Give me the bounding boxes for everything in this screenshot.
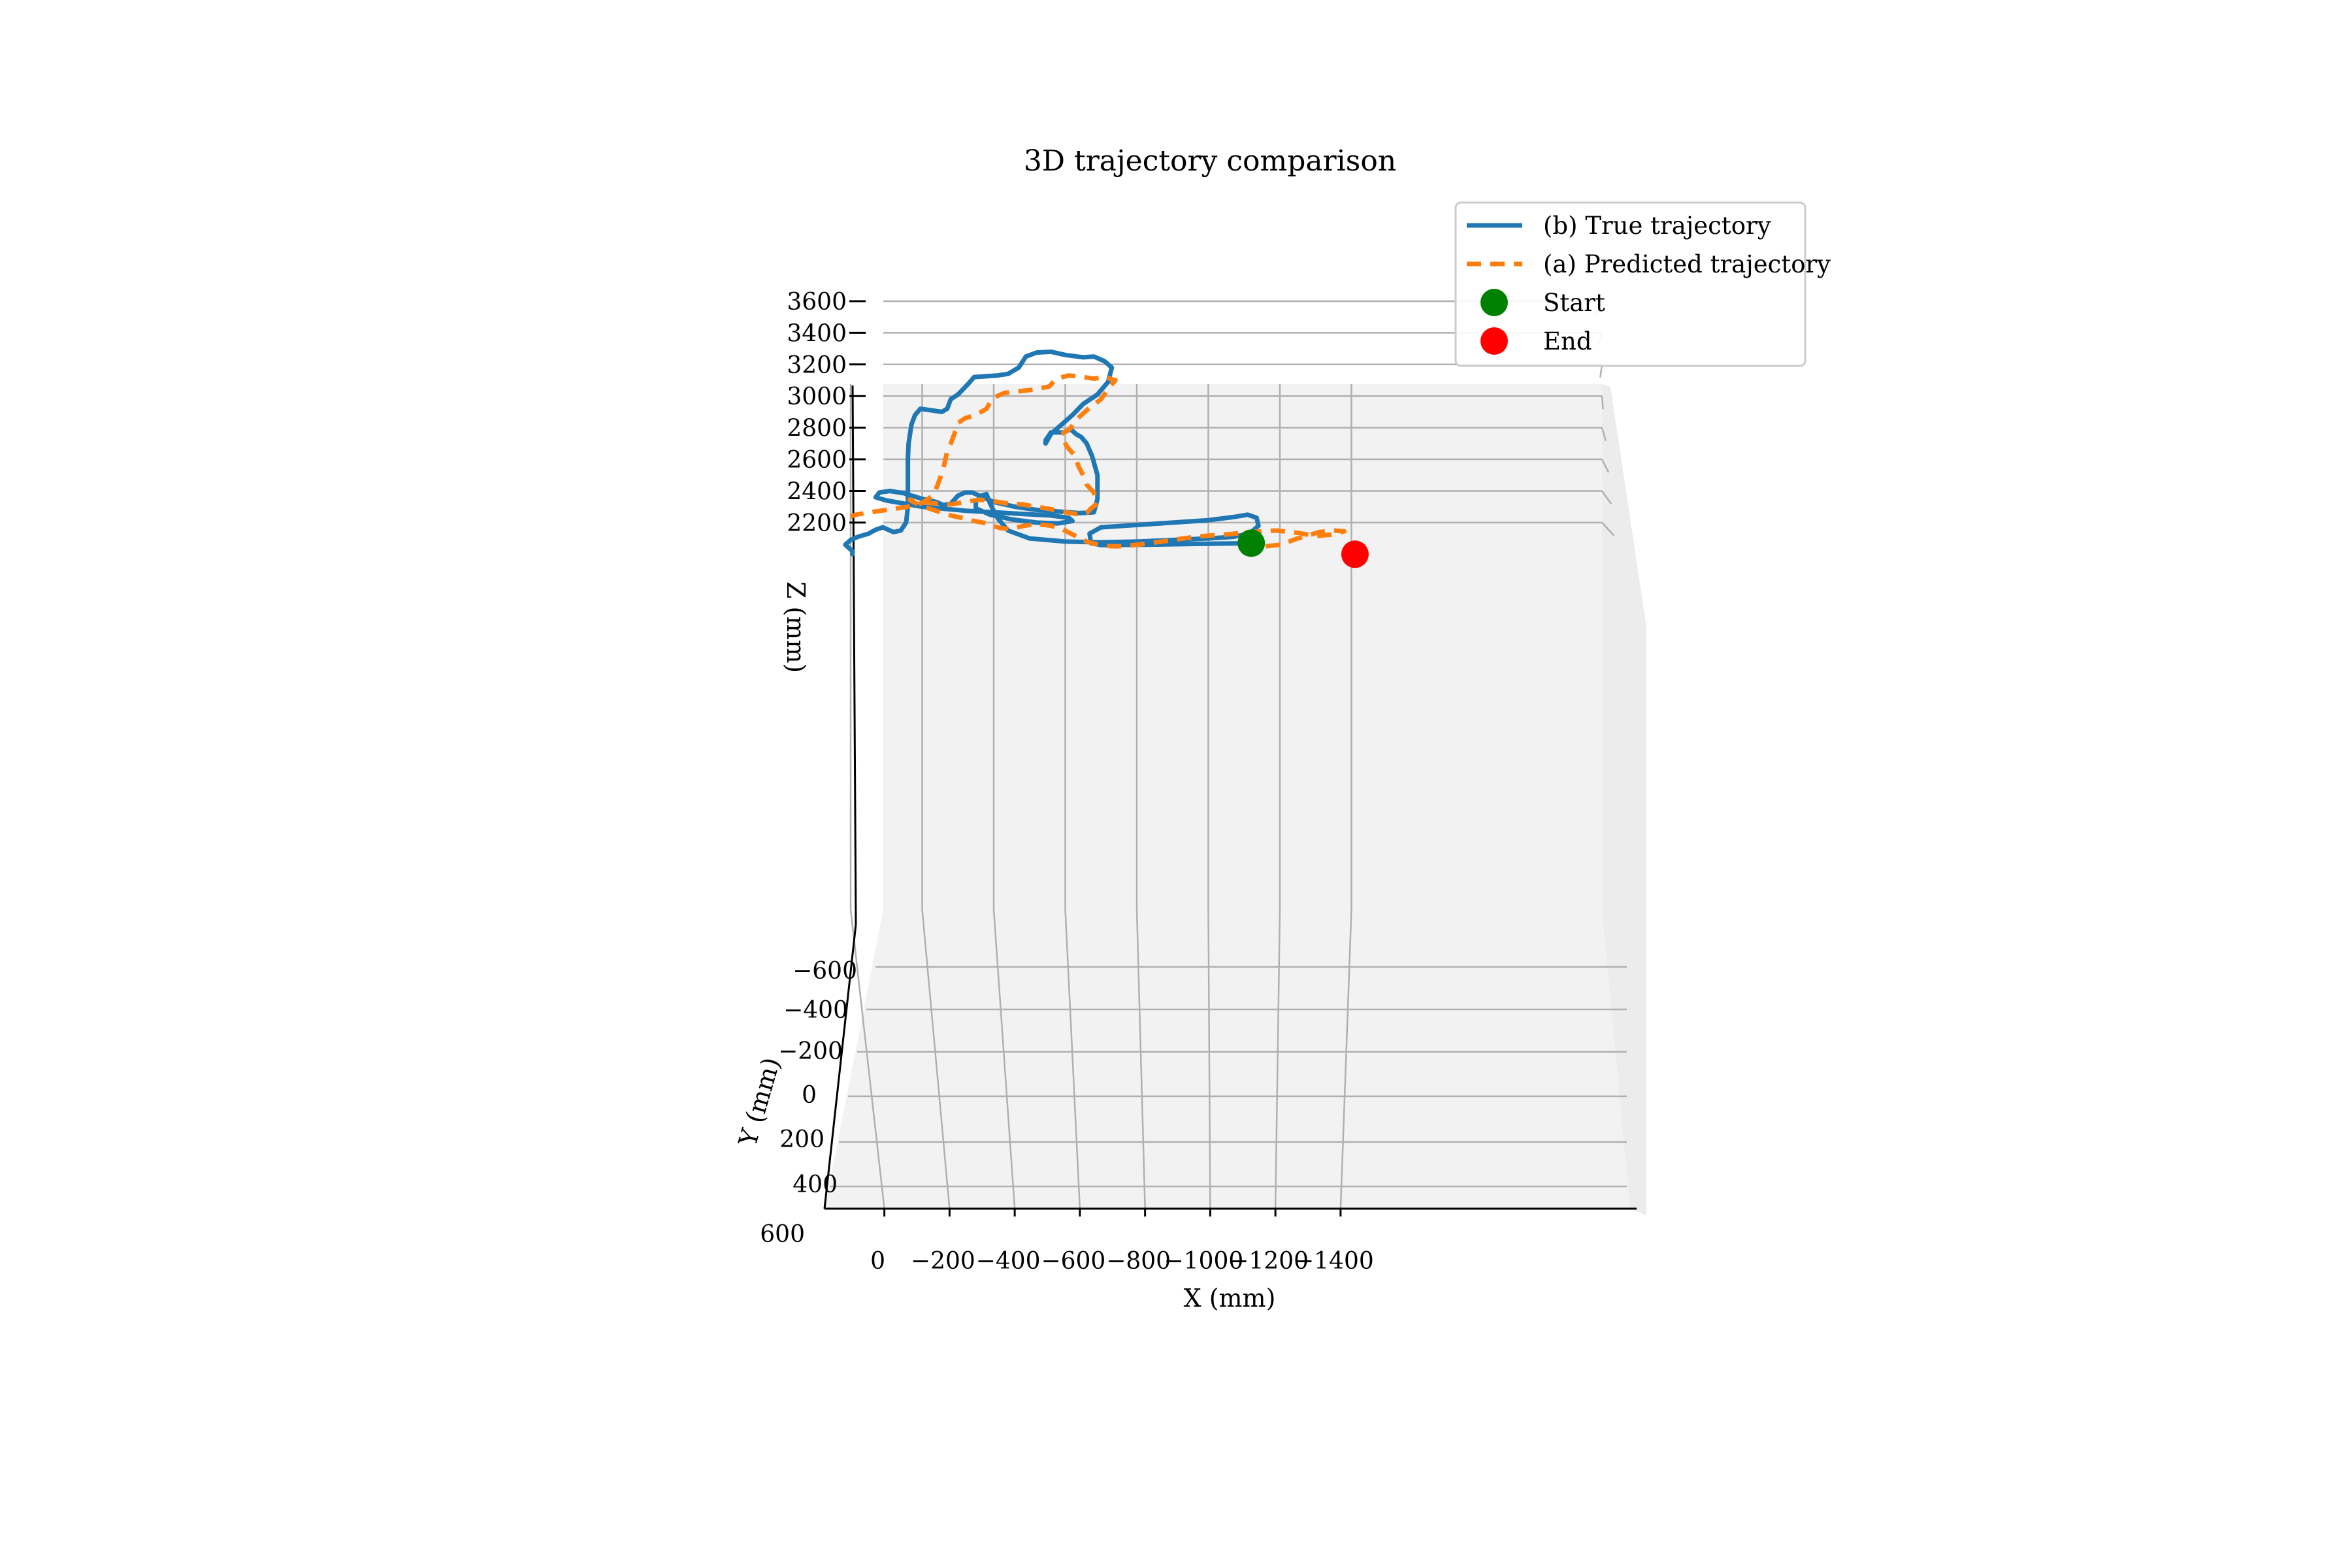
grid-z-side	[1601, 522, 1615, 536]
legend-label: Start	[1543, 289, 1605, 317]
z-tick-label: 3000	[787, 384, 847, 410]
y-tick-label: 0	[802, 1082, 817, 1109]
start-end-markers	[1237, 529, 1369, 568]
z-tick-label: 2600	[787, 447, 847, 474]
grid-x-floor	[992, 909, 1016, 1209]
x-tick-label: −400	[976, 1248, 1041, 1275]
grid-z-side	[1601, 396, 1604, 410]
side-pane	[1602, 384, 1646, 1215]
x-tick-label: −200	[911, 1248, 975, 1275]
x-tick-label: 0	[870, 1248, 885, 1275]
grid-x-floor	[1064, 909, 1081, 1209]
legend-frame	[1454, 201, 1806, 367]
end-marker	[1341, 540, 1369, 568]
x-tick-label: −1400	[1294, 1248, 1374, 1275]
y-axis-line	[823, 924, 857, 1209]
y-tick-label: −200	[778, 1038, 843, 1065]
x-tick-label: −1000	[1164, 1248, 1244, 1275]
legend-key-start	[1480, 289, 1508, 316]
start-marker	[1237, 529, 1266, 557]
grid-z-side	[1601, 427, 1607, 441]
x-axis-label: X (mm)	[1184, 1284, 1276, 1313]
grid-x-floor	[921, 909, 951, 1209]
grid-x-floor	[1207, 909, 1211, 1209]
z-tick-label: 3400	[787, 320, 847, 347]
y-tick-label: −600	[792, 958, 857, 985]
predicted-trajectory-line	[849, 373, 1347, 549]
grid-x-floor	[1135, 909, 1146, 1209]
grid-lines	[830, 300, 1627, 1209]
grid-x-floor	[849, 909, 885, 1209]
floor-pane	[825, 909, 1630, 1209]
y-axis-label: Y (mm)	[733, 1054, 786, 1151]
series-lines	[843, 349, 1347, 557]
z-tick-label: 2800	[787, 416, 847, 442]
grid-z-side	[1601, 490, 1612, 505]
legend-label: (a) Predicted trajectory	[1543, 250, 1831, 278]
z-tick-label: 2200	[787, 510, 847, 537]
back-pane	[883, 384, 1602, 909]
x-tick-label: −1200	[1229, 1248, 1309, 1275]
grid-z-side	[1601, 459, 1610, 473]
x-tick-label: −800	[1106, 1248, 1171, 1275]
y-tick-label: 200	[779, 1126, 825, 1153]
y-tick-label: 600	[760, 1221, 805, 1248]
z-tick-label: 3600	[787, 289, 847, 316]
tick-labels: 22002400260028003000320034003600−600−400…	[760, 289, 1374, 1275]
z-tick-label: 3200	[787, 352, 847, 379]
axis-lines	[823, 385, 1637, 1210]
legend-label: End	[1543, 327, 1592, 355]
z-tick-label: 2400	[787, 478, 847, 505]
legend-label: (b) True trajectory	[1543, 212, 1771, 240]
grid-x-floor	[1274, 909, 1281, 1209]
z-axis-line	[851, 385, 857, 925]
y-tick-label: −400	[783, 997, 848, 1024]
grid-x-floor	[1339, 909, 1352, 1209]
legend-key-end	[1480, 327, 1508, 355]
y-tick-label: 400	[792, 1171, 838, 1198]
legend: (b) True trajectory (a) Predicted traject…	[1454, 201, 1831, 367]
x-tick-label: −600	[1041, 1248, 1105, 1275]
chart-title: 3D trajectory comparison	[1024, 144, 1396, 178]
z-axis-label: Z (mm)	[781, 581, 810, 673]
